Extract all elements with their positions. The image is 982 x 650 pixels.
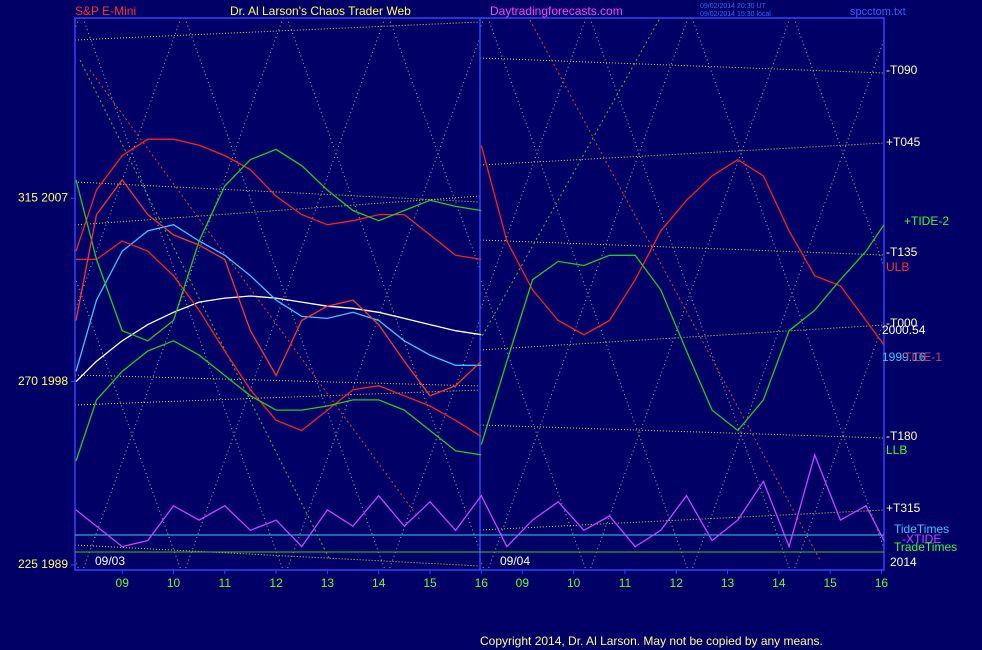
level-line [479, 509, 885, 531]
annotation: -XTIDE [902, 532, 941, 546]
x-tick-label: 16 [475, 576, 489, 590]
lattice-line [491, 18, 691, 570]
timestamp: 09/02/2014 20:30 UT [700, 3, 766, 10]
title: Dr. Al Larson's Chaos Trader Web [230, 4, 411, 18]
date-label: 09/04 [500, 554, 530, 568]
lattice-line [491, 18, 691, 570]
x-tick-label: 15 [423, 576, 437, 590]
annotation: +T045 [886, 135, 921, 149]
annotation: 1999.16 [882, 350, 926, 364]
x-tick-label: 15 [823, 576, 837, 590]
annotation: ULB [886, 260, 909, 274]
lattice-line [80, 18, 280, 570]
y-tick-label: 270 1998 [18, 374, 68, 388]
series-line [480, 145, 885, 346]
lattice-line [182, 18, 382, 570]
series-line [75, 178, 482, 397]
series-line [75, 340, 482, 462]
lattice-line [75, 275, 182, 570]
lattice-line [593, 18, 793, 570]
annotation: LLB [886, 443, 907, 457]
annotation: -T000 [886, 316, 918, 330]
annotation: -T180 [886, 429, 918, 443]
x-tick-label: 14 [772, 576, 786, 590]
annotation: -TIDE-1 [900, 350, 942, 364]
series-line [75, 138, 482, 261]
diagonal-line [479, 17, 661, 341]
lattice-line [480, 18, 485, 31]
lattice-line [75, 557, 80, 570]
lattice-line [80, 18, 280, 570]
y-tick-label: 315 2007 [18, 190, 68, 204]
y-tick-label: 225 1989 [18, 557, 68, 571]
diagonal-line [89, 69, 421, 521]
lattice-line [593, 18, 793, 570]
level-line [479, 57, 885, 74]
annotations: -T090 +T045 +TIDE-2 -T135 ULB -T000 2000… [882, 63, 957, 554]
lattice-line [75, 18, 182, 313]
x-tick-label: 12 [670, 576, 684, 590]
level-line [479, 142, 885, 166]
series-line [75, 148, 482, 342]
lattice-line [896, 18, 982, 570]
lattice-line [182, 18, 382, 570]
series-line [480, 224, 885, 445]
level-line [479, 424, 885, 439]
year-label: 2014 [890, 555, 917, 569]
x-tick-label: 16 [875, 576, 889, 590]
timestamp: 09/02/2014 15:30 local [700, 11, 771, 18]
annotation: -T135 [886, 245, 918, 259]
level-line [479, 239, 885, 256]
x-tick-label: 09 [516, 576, 530, 590]
x-tick-label: 10 [567, 576, 581, 590]
x-tick-label: 11 [619, 576, 632, 590]
lattice-line [793, 320, 884, 570]
level-line [479, 324, 885, 351]
copyright: Copyright 2014, Dr. Al Larson. May not b… [480, 634, 823, 648]
level-line [74, 21, 481, 41]
lattice-line [793, 18, 884, 268]
series-line [75, 224, 482, 372]
lattice [75, 18, 793, 570]
filename: spcctom.txt [850, 6, 906, 18]
series-layer [75, 138, 885, 549]
x-tick-label: 13 [721, 576, 735, 590]
level-line [74, 195, 481, 226]
website: Daytradingforecasts.com [490, 4, 623, 18]
annotation: TideTimes [894, 522, 949, 536]
annotation: 2000.54 [882, 323, 926, 337]
x-tick-label: 14 [372, 576, 386, 590]
symbol: S&P E-Mini [75, 4, 136, 18]
x-tick-label: 10 [167, 576, 181, 590]
x-tick-label: 12 [269, 576, 283, 590]
diagonal-line [529, 19, 821, 561]
lattice-line [896, 18, 982, 570]
series-line [76, 240, 482, 438]
lattice-line [480, 557, 485, 570]
lattice-line [75, 18, 80, 31]
level-line [74, 389, 481, 406]
annotation: TradeTimes [894, 540, 957, 554]
decor [74, 17, 982, 570]
x-tick-label: 11 [219, 576, 232, 590]
annotation: +TIDE-2 [904, 214, 949, 228]
annotation: +T315 [886, 501, 921, 515]
series-line [75, 452, 885, 549]
x-tick-label: 13 [321, 576, 335, 590]
level-line [74, 544, 481, 567]
series-line [75, 295, 482, 383]
annotation: -T090 [886, 63, 918, 77]
date-label: 09/03 [95, 554, 125, 568]
diagonal-line [79, 59, 331, 561]
x-tick-label: 09 [116, 576, 130, 590]
